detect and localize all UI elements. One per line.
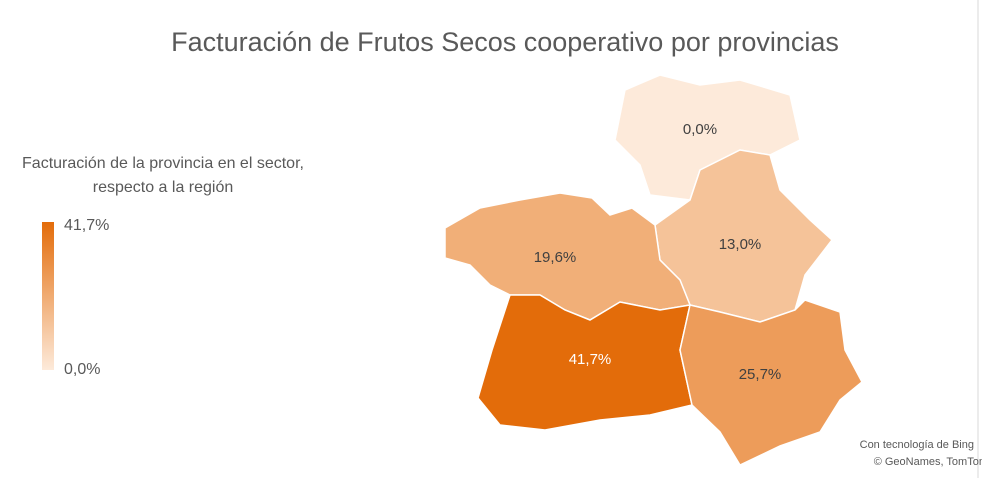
attribution: © GeoNames, TomTom (874, 456, 982, 468)
province-label: 25,7% (739, 366, 782, 383)
province-label: 41,7% (569, 351, 612, 368)
province-label: 13,0% (719, 236, 762, 253)
legend-max: 41,7% (64, 217, 109, 234)
province-label: 0,0% (683, 121, 717, 138)
province-label: 19,6% (534, 249, 577, 266)
legend-title: Facturación de la provincia en el sector… (22, 155, 304, 196)
legend-gradient (42, 222, 54, 370)
legend-min: 0,0% (64, 361, 100, 378)
province (679, 299, 863, 466)
attribution: Con tecnología de Bing (860, 439, 974, 451)
chart-title: Facturación de Frutos Secos cooperativo … (171, 27, 839, 57)
